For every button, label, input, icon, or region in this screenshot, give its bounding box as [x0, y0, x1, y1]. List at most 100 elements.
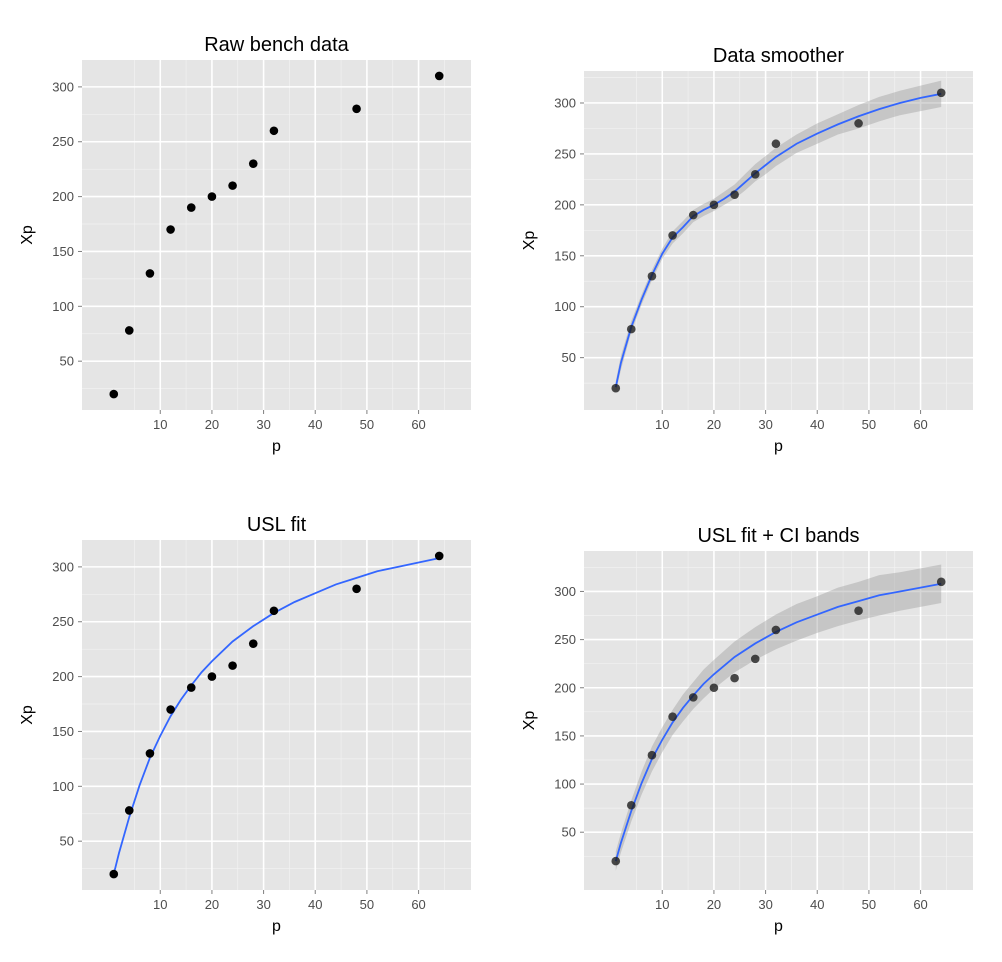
- data-point: [186, 203, 196, 212]
- data-point: [269, 126, 279, 136]
- data-point: [248, 639, 258, 648]
- plot-background: [584, 71, 973, 410]
- y-axis-title: Xp: [19, 705, 36, 725]
- data-point: [730, 190, 739, 199]
- data-point: [854, 119, 863, 128]
- x-tick-label: 20: [707, 897, 721, 912]
- data-point: [936, 577, 946, 587]
- data-point: [730, 673, 739, 683]
- x-tick-label: 30: [256, 417, 270, 432]
- x-tick-label: 30: [758, 897, 772, 912]
- confidence-band: [615, 80, 942, 393]
- confidence-band: [615, 564, 942, 871]
- x-tick-label: 40: [810, 417, 824, 432]
- y-tick-label: 250: [554, 632, 576, 647]
- y-tick-label: 200: [52, 189, 74, 204]
- y-tick-label: 150: [52, 724, 74, 739]
- data-point: [771, 139, 781, 149]
- data-point: [248, 159, 258, 168]
- data-point: [186, 683, 196, 692]
- x-tick-label: 10: [655, 897, 669, 912]
- data-point: [709, 683, 719, 693]
- panel-3: 10 20 30 40 50 60 50 100 150 200 250 300 USL fit p Xp: [19, 514, 471, 935]
- plot-background: [82, 60, 471, 410]
- x-tick-label: 60: [913, 897, 927, 912]
- x-tick-label: 10: [153, 897, 167, 912]
- y-tick-label: 200: [52, 669, 74, 684]
- data-point: [668, 712, 677, 721]
- panel-2: 10 20 30 40 50 60 50 100 150 200 250 300 Data smooth…: [521, 45, 973, 455]
- data-point: [647, 271, 657, 281]
- x-tick-label: 40: [308, 897, 322, 912]
- y-tick-label: 300: [554, 584, 576, 599]
- data-point: [166, 705, 175, 714]
- data-point: [771, 625, 781, 635]
- data-point: [228, 661, 237, 670]
- y-tick-label: 250: [554, 146, 576, 161]
- data-point: [124, 326, 134, 335]
- y-tick-label: 50: [562, 825, 576, 840]
- y-tick-label: 100: [554, 299, 576, 314]
- x-tick-label: 20: [707, 417, 721, 432]
- data-point: [124, 806, 134, 815]
- y-tick-label: 50: [60, 834, 74, 849]
- panel-title: USL fit: [247, 514, 307, 536]
- y-tick-label: 200: [554, 197, 576, 212]
- y-tick-label: 250: [52, 134, 74, 149]
- data-point: [626, 324, 636, 334]
- data-point: [647, 750, 657, 760]
- data-point: [109, 869, 119, 879]
- data-point: [207, 672, 217, 681]
- y-tick-label: 150: [554, 728, 576, 743]
- data-point: [750, 169, 760, 179]
- data-point: [709, 200, 719, 210]
- y-tick-label: 300: [52, 559, 74, 574]
- data-point: [269, 606, 279, 616]
- data-point: [854, 606, 863, 616]
- x-tick-label: 60: [913, 417, 927, 432]
- data-point: [207, 192, 217, 201]
- x-tick-label: 20: [205, 897, 219, 912]
- data-point: [145, 749, 155, 758]
- x-tick-label: 30: [758, 417, 772, 432]
- x-tick-label: 10: [655, 417, 669, 432]
- x-axis-title: p: [272, 438, 281, 455]
- data-point: [434, 71, 444, 81]
- x-tick-label: 50: [862, 417, 876, 432]
- data-point: [750, 654, 760, 664]
- x-tick-label: 60: [411, 417, 425, 432]
- panel-4: 10 20 30 40 50 60 50 100 150 200 250 300 USL fit + C…: [521, 525, 973, 935]
- panel-title: Raw bench data: [204, 34, 349, 56]
- y-tick-label: 100: [52, 779, 74, 794]
- data-point: [611, 856, 621, 866]
- x-tick-label: 40: [810, 897, 824, 912]
- y-tick-label: 300: [554, 95, 576, 110]
- x-tick-label: 50: [360, 897, 374, 912]
- x-axis-title: p: [774, 438, 783, 455]
- y-tick-label: 150: [52, 244, 74, 259]
- panel-title: Data smoother: [713, 45, 845, 67]
- x-tick-label: 40: [308, 417, 322, 432]
- x-tick-label: 50: [862, 897, 876, 912]
- data-point: [352, 104, 361, 114]
- data-point: [688, 210, 698, 220]
- data-point: [166, 225, 175, 234]
- y-tick-label: 100: [554, 777, 576, 792]
- y-tick-label: 300: [52, 79, 74, 94]
- data-point: [668, 231, 677, 240]
- y-tick-label: 100: [52, 299, 74, 314]
- y-tick-label: 50: [60, 354, 74, 369]
- data-point: [434, 551, 444, 561]
- y-axis-title: Xp: [521, 231, 538, 251]
- plot-background: [82, 540, 471, 890]
- data-point: [626, 800, 636, 810]
- y-tick-label: 250: [52, 614, 74, 629]
- data-point: [145, 269, 155, 278]
- usl-fit-line: [112, 557, 440, 875]
- usl-fit-line: [614, 582, 942, 862]
- plot-background: [584, 551, 973, 890]
- x-tick-label: 20: [205, 417, 219, 432]
- data-point: [352, 584, 361, 594]
